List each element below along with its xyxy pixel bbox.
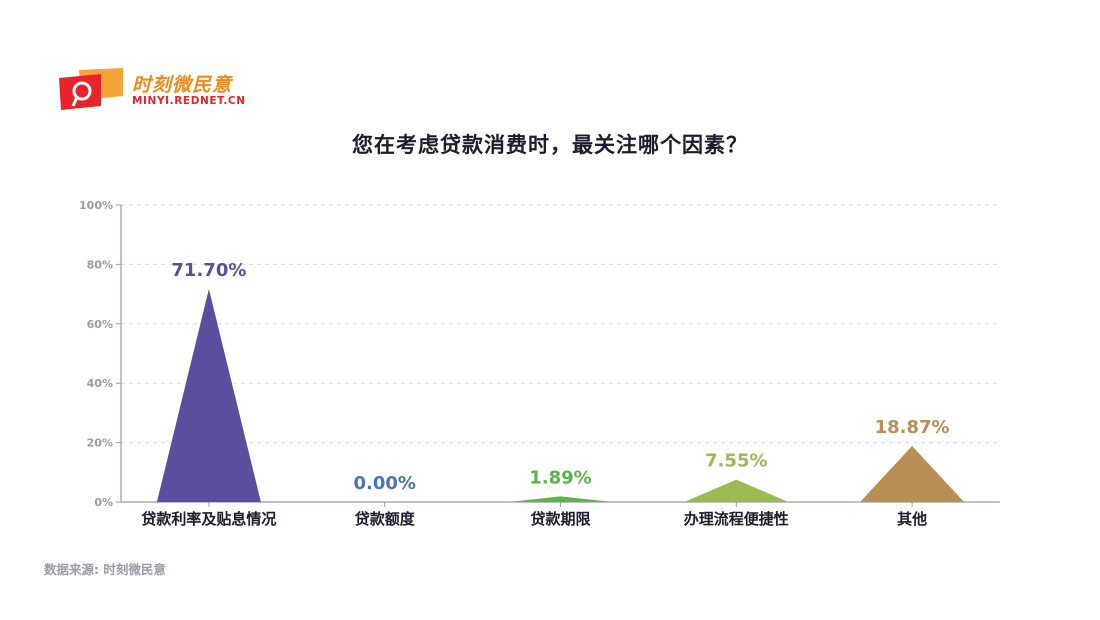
bar — [860, 445, 965, 502]
logo-name: 时刻微民意 — [132, 74, 233, 96]
logo-url: MINYI.REDNET.CN — [132, 95, 246, 107]
logo-mark-icon — [59, 68, 123, 110]
bar — [684, 479, 789, 502]
data-label: 7.55% — [705, 451, 767, 472]
x-tick-label: 贷款利率及贴息情况 — [141, 510, 276, 528]
bar — [508, 496, 613, 502]
data-label: 0.00% — [353, 473, 415, 494]
x-tick-label: 贷款期限 — [530, 510, 590, 528]
x-tick-label: 贷款额度 — [355, 510, 416, 528]
chart-title: 您在考虑贷款消费时，最关注哪个因素？ — [352, 133, 748, 157]
y-tick-label: 100% — [79, 199, 113, 212]
y-tick-label: 40% — [87, 377, 113, 390]
bar — [156, 289, 261, 502]
y-tick-label: 20% — [87, 437, 113, 450]
data-label: 18.87% — [875, 417, 950, 438]
data-source: 数据来源: 时刻微民意 — [44, 562, 166, 577]
logo: 时刻微民意 MINYI.REDNET.CN — [57, 66, 257, 112]
data-label: 1.89% — [529, 467, 591, 488]
y-tick-label: 60% — [87, 318, 113, 331]
data-label: 71.70% — [171, 260, 246, 281]
x-tick-label: 其他 — [897, 510, 927, 528]
x-tick-label: 办理流程便捷性 — [684, 510, 789, 528]
y-tick-label: 80% — [87, 258, 113, 271]
y-tick-label: 0% — [94, 496, 113, 509]
